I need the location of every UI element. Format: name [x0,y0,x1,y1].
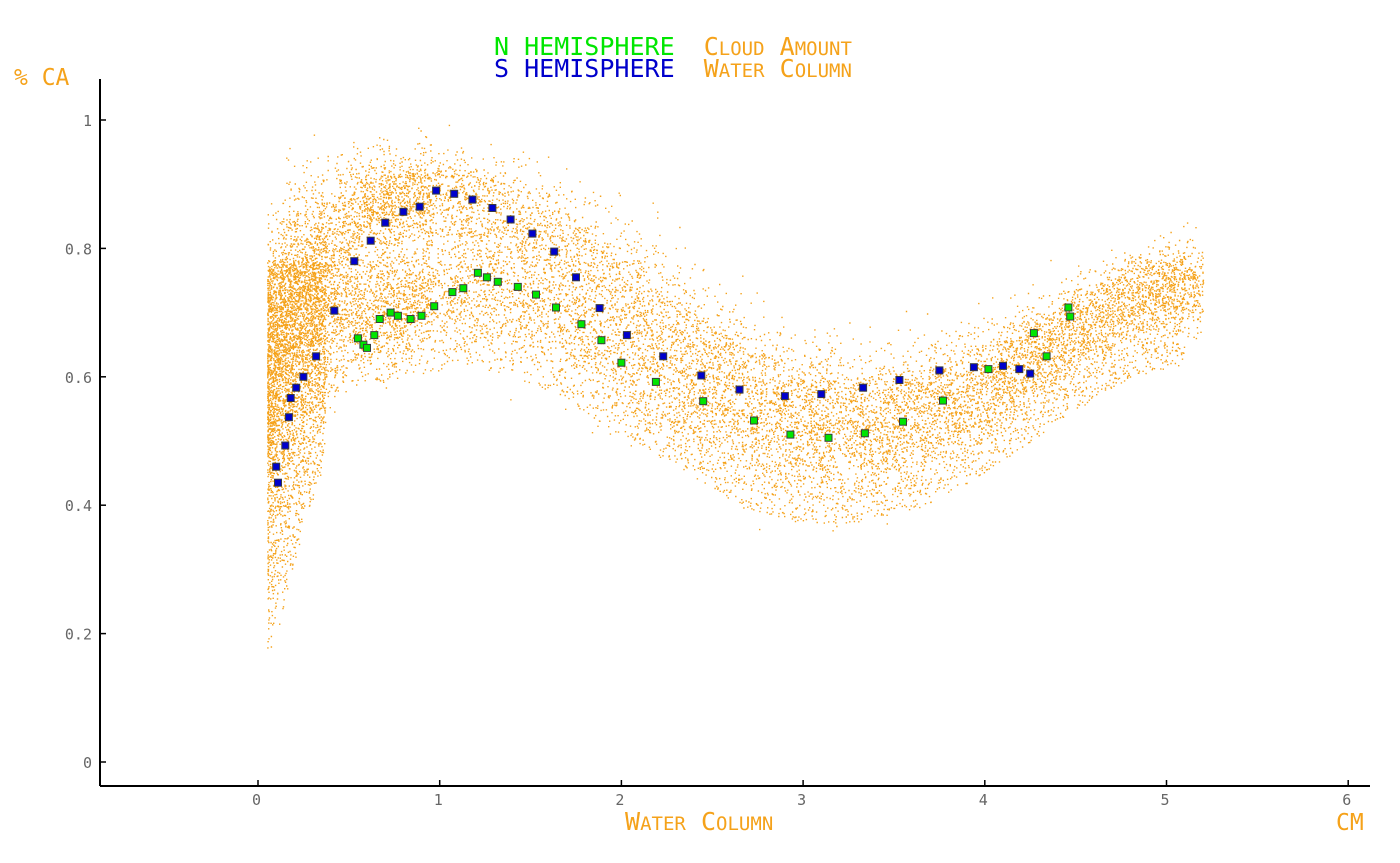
data-point [750,416,758,425]
data-point [386,308,395,317]
data-point [651,377,660,386]
data-point [406,315,415,323]
data-point [860,429,869,438]
data-point [450,189,459,198]
data-point [735,385,744,394]
x-tick-label: 0 [252,791,261,809]
data-point [895,376,904,384]
data-point [899,417,907,426]
legend-description-north: CLOUD AMOUNT [704,32,852,61]
data-point [969,363,978,372]
data-point [1064,303,1073,312]
data-point [459,284,468,293]
legend-entry-south: S HEMISPHERE WATER COLUMN [494,54,852,83]
data-point [617,358,626,367]
series-south [272,186,1035,487]
legend-entry-north: N HEMISPHERE CLOUD AMOUNT [494,32,852,61]
data-point [1066,312,1075,321]
data-point [312,352,321,361]
y-tick-label: 1 [83,112,92,130]
data-point [859,383,868,392]
data-point [363,343,371,352]
data-point [697,371,706,380]
data-point [595,304,604,313]
data-point [935,366,944,375]
data-point [448,288,457,297]
data-point [274,478,282,487]
y-tick-label: 0.6 [65,369,92,387]
data-point [939,396,947,405]
x-tick-label: 1 [434,791,443,809]
x-tick-label: 5 [1161,791,1170,809]
data-point [488,204,497,212]
x-tick-label: 6 [1342,791,1351,809]
data-point [550,247,559,256]
data-point [375,315,384,323]
y-tick-label: 0 [83,754,92,772]
data-point [659,352,668,361]
legend-series-south: S HEMISPHERE [494,54,675,83]
data-point [370,331,379,340]
y-axis-title: % CA [14,65,70,91]
x-axis-title: WATER COLUMN [625,807,773,836]
data-point [532,290,540,299]
data-point [473,268,482,277]
data-point [299,372,308,381]
axis-ticks: 0 1 2 3 4 5 6 0 0.2 0.4 0.6 0.8 1 [65,112,1351,809]
data-point [528,229,537,238]
series-north [353,268,1075,442]
data-point [430,302,439,311]
data-point [577,320,586,329]
data-point [824,433,833,442]
data-point [366,236,375,245]
data-point [622,331,631,340]
data-series [272,186,1075,487]
data-point [350,257,359,266]
data-point [1042,352,1051,361]
data-point [1029,329,1038,338]
data-point [552,303,560,312]
data-point [780,392,789,401]
data-point [817,390,826,399]
data-point [999,361,1007,370]
data-point [597,336,606,345]
data-point [399,207,408,216]
data-point [1015,365,1024,374]
x-tick-label: 4 [979,791,988,809]
data-point [353,334,362,343]
legend-series-north: N HEMISPHERE [494,32,675,61]
data-point [493,277,502,286]
data-point [513,282,522,291]
data-point [381,218,390,227]
data-point [415,202,424,211]
data-point [330,306,339,315]
data-point [1026,369,1035,378]
x-axis-unit: CM [1336,810,1364,836]
data-point [468,195,477,204]
data-point [432,186,441,195]
y-tick-label: 0.4 [65,497,92,515]
data-point [286,394,295,402]
data-point [393,311,402,320]
data-point [699,397,708,406]
data-point [417,311,426,320]
data-point [272,462,281,471]
data-point [482,273,491,282]
data-point [284,413,293,422]
data-point [281,441,290,450]
data-point [786,430,795,439]
y-tick-label: 0.8 [65,240,92,258]
x-tick-label: 2 [615,791,624,809]
legend-description-south: WATER COLUMN [704,54,852,83]
x-tick-label: 3 [797,791,806,809]
chart-legend: N HEMISPHERE CLOUD AMOUNT S HEMISPHERE W… [494,32,852,83]
y-tick-label: 0.2 [65,626,92,644]
data-point [292,383,301,392]
data-point [572,273,580,282]
data-point [984,365,993,374]
data-point [506,215,515,224]
